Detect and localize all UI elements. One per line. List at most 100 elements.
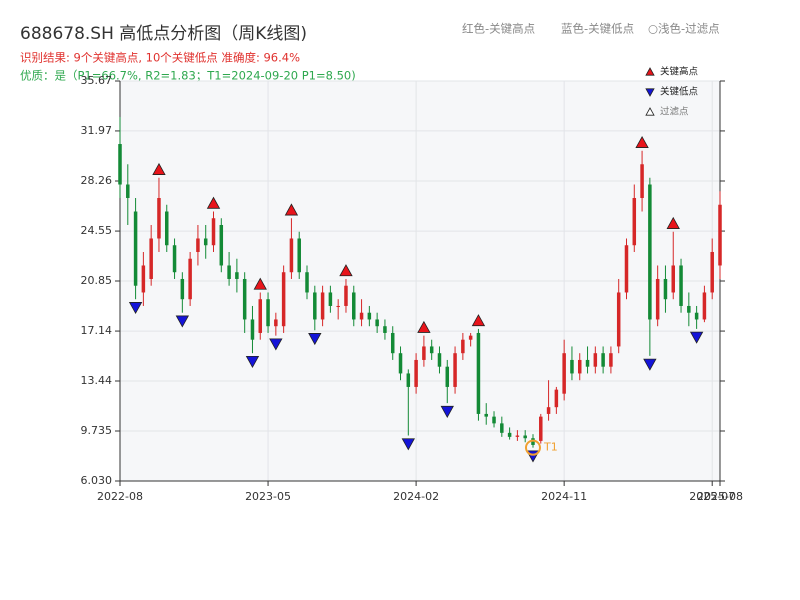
key-point-marker (152, 162, 166, 175)
candle-body (398, 353, 403, 374)
candle-body (211, 218, 216, 246)
candle-body (679, 265, 683, 306)
x-tick-label: 2022-08 (97, 490, 143, 503)
candle-body (235, 272, 239, 279)
candle-body (313, 292, 317, 320)
candle-body (289, 238, 294, 273)
x-tick-label: 2024-02 (393, 490, 439, 503)
candle-body (328, 292, 333, 306)
candle-body (655, 278, 660, 320)
candle-body (539, 416, 543, 441)
candle-body (157, 198, 161, 239)
key-point-marker (308, 333, 322, 346)
candle-body (118, 144, 122, 185)
candle-body (515, 435, 520, 437)
candle-body (242, 278, 247, 320)
legend-marker (645, 67, 655, 76)
candle-body (414, 359, 418, 387)
candle-body (305, 272, 309, 293)
candle-body (172, 245, 177, 273)
key-point-marker (666, 216, 680, 229)
candle-body (203, 238, 208, 246)
candle-body (585, 359, 590, 367)
candle-body (648, 184, 652, 320)
candle-body (577, 359, 582, 374)
candle-body (687, 305, 691, 313)
candle-body (484, 413, 488, 417)
candle-body (702, 292, 707, 320)
top-legend: ○浅色-过滤点 (648, 22, 720, 36)
key-point-marker (471, 314, 486, 327)
candle-body (546, 407, 551, 414)
key-point-marker (253, 277, 267, 290)
candle-body (344, 285, 348, 306)
candle-body (281, 272, 286, 327)
y-tick-label: 9.735 (81, 424, 113, 437)
candle-body (492, 416, 496, 424)
candle-body (429, 346, 434, 354)
candle-body (437, 353, 442, 367)
legend-label: 关键高点 (660, 66, 699, 78)
y-tick-label: 20.85 (81, 274, 113, 287)
candle-body (601, 353, 605, 367)
key-point-marker (635, 135, 649, 148)
x-tick-label: 2023-05 (245, 490, 291, 503)
candle-body (320, 292, 325, 320)
legend-marker (645, 88, 655, 97)
key-point-marker (206, 196, 221, 209)
y-tick-label: 13.44 (81, 374, 113, 387)
key-point-marker (689, 331, 704, 344)
subtitle: 识别结果: 9个关键高点, 10个关键低点 准确度: 96.4% (20, 51, 300, 65)
key-point-marker (401, 438, 415, 451)
candle-body (274, 319, 278, 327)
candle-body (453, 353, 457, 387)
candle-body (640, 164, 644, 199)
candle-body (383, 326, 387, 333)
candle-body (133, 211, 138, 286)
candle-body (616, 292, 621, 347)
candle-body (149, 238, 153, 279)
candle-body (141, 265, 146, 293)
annotation-circle (524, 439, 541, 456)
candle-body (593, 353, 598, 367)
candle-body (375, 319, 379, 327)
candle-body (352, 292, 356, 320)
key-point-marker (245, 355, 260, 369)
candle-body (671, 265, 675, 293)
candle-body (219, 224, 224, 266)
y-tick-label: 31.97 (81, 124, 113, 137)
key-point-marker (339, 264, 353, 277)
key-point-marker (175, 315, 190, 328)
legend-marker (645, 107, 655, 116)
candle-body (507, 432, 512, 437)
y-tick-label: 35.67 (81, 74, 113, 87)
candle-body (367, 312, 372, 320)
key-point-marker (417, 320, 431, 333)
candle-body (570, 359, 574, 374)
candle-body (461, 339, 465, 354)
candle-body (500, 423, 504, 433)
candle-body (227, 265, 231, 279)
candle-body (126, 184, 130, 199)
candle-body (562, 353, 566, 394)
candle-body (609, 353, 613, 367)
candle-body (718, 204, 722, 266)
candle-body (258, 299, 263, 333)
candle-body (710, 251, 714, 293)
candle-body (445, 366, 450, 387)
candle-body (476, 332, 481, 414)
key-point-marker (128, 302, 143, 315)
candle-body (422, 346, 426, 360)
candle-body (390, 332, 395, 354)
candle-body (180, 278, 185, 300)
key-point-marker (643, 358, 657, 371)
legend-label: 过滤点 (660, 106, 689, 118)
y-tick-label: 17.14 (81, 324, 113, 337)
y-tick-label: 28.26 (81, 174, 113, 187)
x-tick-label: 2025-07 (689, 490, 735, 503)
candle-body (165, 211, 169, 246)
candle-body (554, 389, 559, 408)
y-tick-label: 24.55 (81, 224, 113, 237)
key-point-marker (440, 405, 454, 418)
